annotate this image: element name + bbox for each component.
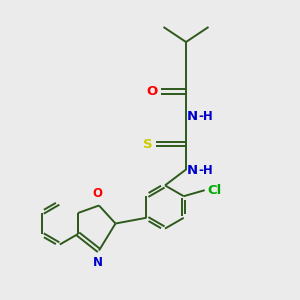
Text: S: S [143, 137, 152, 151]
Text: -H: -H [199, 164, 213, 177]
Text: O: O [146, 85, 158, 98]
Text: N: N [92, 256, 103, 268]
Text: O: O [92, 188, 103, 200]
Text: N: N [187, 110, 198, 123]
Text: Cl: Cl [208, 184, 222, 197]
Text: N: N [187, 164, 198, 177]
Text: -H: -H [199, 110, 213, 123]
